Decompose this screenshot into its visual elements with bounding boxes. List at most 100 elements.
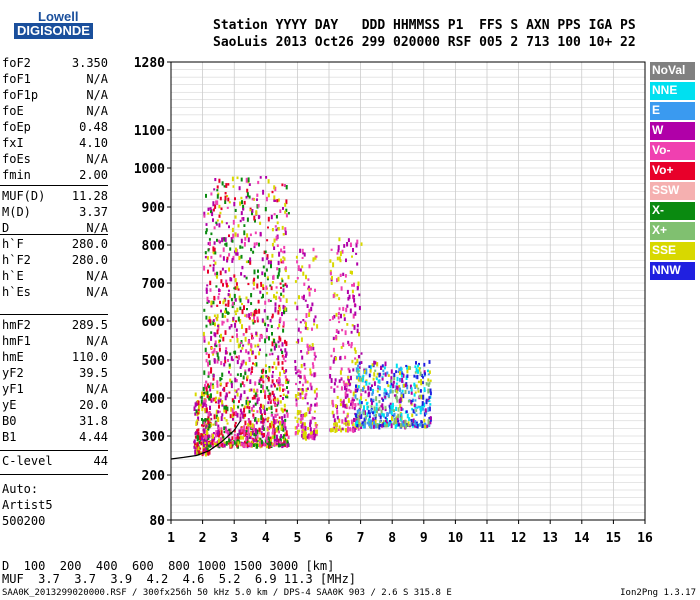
- echo-point: [393, 412, 396, 417]
- echo-point: [236, 440, 239, 444]
- echo-point: [206, 394, 209, 399]
- echo-point: [234, 421, 237, 425]
- echo-point: [246, 435, 249, 439]
- echo-point: [271, 435, 274, 440]
- echo-point: [378, 424, 381, 430]
- echo-point: [262, 189, 265, 195]
- echo-point: [239, 441, 242, 444]
- y-tick-label: 700: [142, 277, 166, 292]
- echo-point: [312, 258, 315, 262]
- echo-point: [233, 433, 236, 437]
- echo-point: [268, 392, 271, 395]
- echo-point: [244, 314, 247, 317]
- echo-point: [304, 299, 307, 302]
- echo-point: [331, 399, 334, 405]
- echo-point: [228, 438, 231, 443]
- echo-point: [278, 251, 281, 257]
- echo-point: [208, 238, 211, 241]
- echo-point: [274, 443, 277, 447]
- echo-point: [349, 242, 352, 248]
- echo-point: [277, 272, 280, 277]
- echo-point: [393, 418, 396, 424]
- echo-point: [249, 431, 252, 437]
- echo-point: [358, 411, 361, 416]
- echo-point: [266, 291, 269, 295]
- echo-point: [413, 393, 416, 397]
- echo-point: [256, 283, 259, 289]
- echo-point: [225, 441, 228, 444]
- echo-point: [364, 370, 366, 374]
- echo-point: [343, 244, 346, 248]
- echo-point: [223, 417, 226, 420]
- echo-point: [203, 432, 205, 436]
- echo-point: [251, 210, 253, 216]
- echo-point: [353, 407, 356, 411]
- echo-point: [286, 394, 289, 398]
- echo-point: [243, 305, 245, 310]
- echo-point: [275, 295, 278, 301]
- echo-point: [404, 424, 407, 429]
- param-row: foF1 N/A: [2, 72, 108, 88]
- echo-point: [382, 369, 385, 372]
- echo-point: [384, 361, 387, 367]
- echo-point: [253, 215, 256, 221]
- echo-point: [278, 430, 280, 434]
- echo-point: [398, 424, 401, 427]
- echo-point: [205, 408, 208, 414]
- echo-point: [395, 382, 398, 385]
- echo-point: [362, 411, 365, 416]
- echo-point: [220, 437, 223, 442]
- echo-point: [206, 256, 209, 260]
- echo-point: [240, 427, 243, 433]
- echo-point: [240, 393, 243, 398]
- echo-point: [247, 260, 250, 264]
- echo-point: [211, 441, 214, 445]
- echo-point: [420, 394, 423, 400]
- echo-point: [282, 260, 285, 264]
- param-value: 20.0: [79, 398, 108, 412]
- echo-point: [241, 360, 244, 364]
- echo-point: [353, 282, 355, 287]
- echo-point: [264, 207, 267, 212]
- echo-point: [396, 415, 399, 420]
- y-tick-label: 800: [142, 239, 166, 254]
- echo-point: [211, 440, 214, 446]
- echo-point: [202, 425, 205, 428]
- echo-point: [213, 295, 216, 300]
- echo-point: [419, 367, 422, 370]
- echo-point: [216, 443, 219, 447]
- echo-point: [283, 250, 286, 254]
- echo-point: [278, 420, 280, 423]
- echo-point: [211, 438, 214, 444]
- echo-point: [222, 321, 225, 324]
- echo-point: [243, 230, 246, 236]
- echo-point: [312, 435, 315, 439]
- param-row: h`F 280.0: [2, 237, 108, 253]
- echo-point: [232, 417, 234, 421]
- param-value: 280.0: [71, 253, 108, 267]
- echo-point: [203, 335, 206, 340]
- echo-point: [389, 390, 392, 394]
- echo-point: [205, 434, 208, 440]
- echo-point: [246, 233, 249, 238]
- echo-point: [423, 372, 426, 377]
- echo-point: [379, 420, 382, 423]
- echo-point: [268, 366, 271, 370]
- echo-point: [302, 425, 305, 429]
- echo-point: [259, 442, 262, 448]
- echo-point: [301, 414, 304, 420]
- echo-point: [332, 336, 335, 341]
- echo-point: [356, 422, 358, 427]
- echo-point: [212, 208, 215, 212]
- echo-point: [267, 441, 270, 444]
- echo-point: [247, 282, 250, 286]
- echo-point: [222, 336, 225, 342]
- echo-point: [298, 295, 300, 300]
- echo-point: [229, 414, 232, 419]
- echo-point: [228, 428, 231, 432]
- echo-point: [238, 255, 241, 260]
- echo-point: [215, 396, 218, 400]
- echo-point: [217, 324, 220, 327]
- echo-point: [264, 338, 267, 344]
- echo-point: [315, 423, 318, 429]
